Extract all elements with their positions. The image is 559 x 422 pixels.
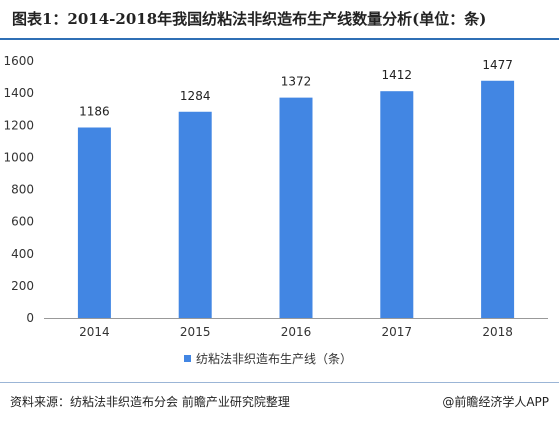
x-tick-label-2016: 2016 (281, 325, 312, 339)
chart-area: 0 200 400 600 800 1000 1200 1400 1600 1186 2014 128… (0, 40, 559, 386)
y-tick-label-5: 1000 (3, 150, 34, 164)
y-tick-label-0: 0 (26, 311, 34, 325)
title-divider (0, 38, 559, 40)
x-tick-label-2018: 2018 (482, 325, 513, 339)
footer: 资料来源：纺粘法非织造布分会 前瞻产业研究院整理 @前瞻经济学人APP (0, 382, 559, 422)
data-label-2014: 1186 (79, 104, 110, 118)
y-tick-label-8: 1600 (3, 54, 34, 68)
y-tick-label-7: 1400 (3, 86, 34, 100)
bar-2016 (279, 97, 313, 318)
bar-2015 (178, 111, 212, 318)
bar-2018 (481, 80, 515, 319)
y-tick-label-4: 800 (11, 183, 34, 197)
data-label-2015: 1284 (180, 89, 211, 103)
data-label-2016: 1372 (281, 75, 312, 89)
legend-label: 纺粘法非织造布生产线（条） (196, 351, 352, 366)
y-tick-label-6: 1200 (3, 118, 34, 132)
y-tick-label-1: 200 (11, 279, 34, 293)
chart-title: 图表1：2014-2018年我国纺粘法非织造布生产线数量分析(单位：条) (12, 10, 487, 28)
x-tick-label-2017: 2017 (382, 325, 413, 339)
y-tick-label-2: 400 (11, 247, 34, 261)
bar-2014 (77, 127, 111, 318)
source-note: 资料来源：纺粘法非织造布分会 前瞻产业研究院整理 (10, 395, 290, 409)
data-label-2017: 1412 (382, 68, 413, 82)
x-tick-label-2015: 2015 (180, 325, 211, 339)
x-tick-label-2014: 2014 (79, 325, 110, 339)
y-tick-label-3: 600 (11, 215, 34, 229)
legend-swatch (184, 355, 191, 362)
bar-2017 (380, 91, 414, 318)
bar-chart: 0 200 400 600 800 1000 1200 1400 1600 1186 2014 128… (3, 54, 548, 366)
brand-credit: @前瞻经济学人APP (442, 395, 549, 409)
data-label-2018: 1477 (482, 58, 513, 72)
